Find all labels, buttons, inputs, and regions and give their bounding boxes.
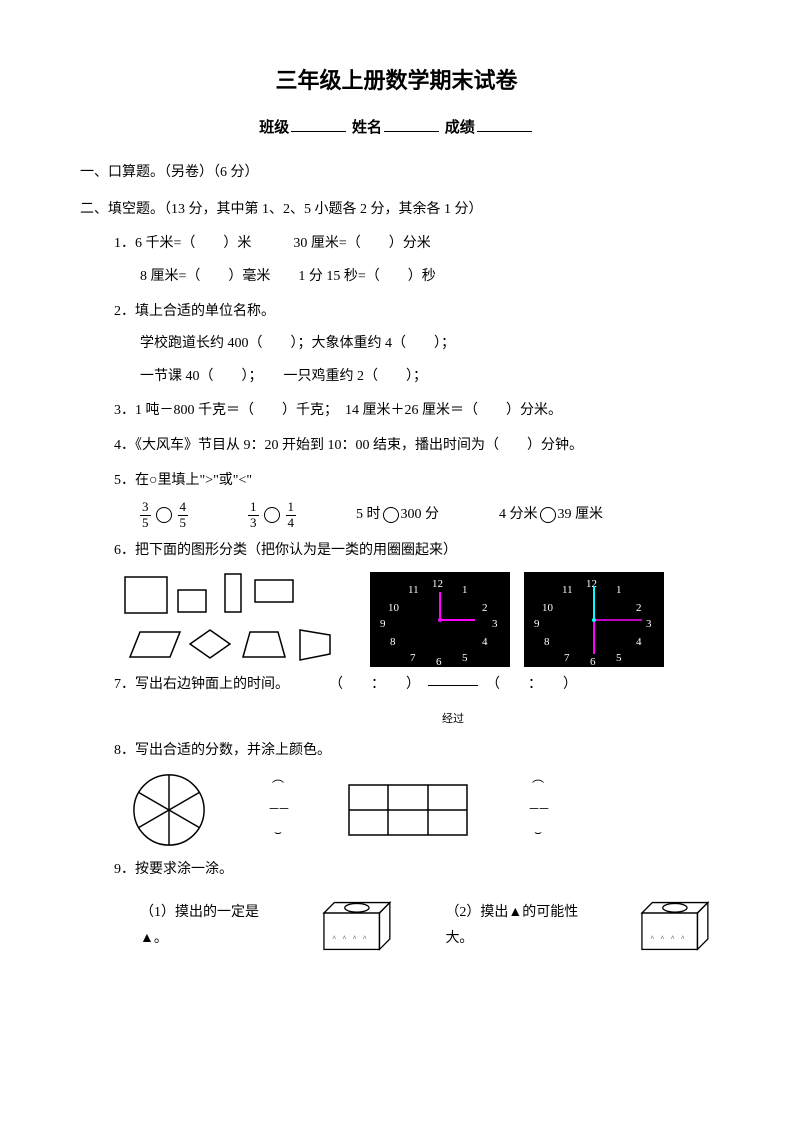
fraction-blank-1[interactable]: ⌒－－⌣ bbox=[268, 775, 288, 843]
question-8: 8．写出合适的分数，并涂上颜色。 bbox=[114, 738, 713, 765]
question-9-row: （1）摸出的一定是▲。 ^ ^ ^ ^ （2）摸出▲的可能性大。 ^ ^ ^ ^ bbox=[140, 891, 713, 961]
q5-compare-4: 4 分米 39 厘米 bbox=[499, 502, 603, 529]
question-6-shapes: 12 1 2 3 4 5 6 7 8 9 10 11 12 1 bbox=[120, 572, 713, 672]
q5-compare-3: 5 时 300 分 bbox=[356, 502, 439, 529]
question-7-times: （ ： ） （ ： ） 经过 bbox=[329, 672, 577, 729]
section-1-heading: 一、口算题。（另卷）（6 分） bbox=[80, 160, 713, 187]
frac-den: 3 bbox=[248, 516, 259, 530]
question-2-line2: 一节课 40（ ）； 一只鸡重约 2（ ）； bbox=[140, 364, 713, 391]
box-3d-1: ^ ^ ^ ^ bbox=[317, 891, 395, 961]
question-9: 9．按要求涂一涂。 bbox=[114, 857, 713, 884]
shapes-group bbox=[120, 572, 340, 672]
fraction-blank-2[interactable]: ⌒－－⌣ bbox=[528, 775, 548, 843]
question-2-line1: 学校跑道长约 400（ ）；大象体重约 4（ ）； bbox=[140, 331, 713, 358]
frac-den: 4 bbox=[286, 516, 297, 530]
q5-text: 39 厘米 bbox=[558, 507, 604, 522]
frac-den: 5 bbox=[140, 516, 151, 530]
frac-num: 1 bbox=[286, 500, 297, 515]
q5-compare-1: 35 45 bbox=[140, 500, 188, 530]
section-2-heading: 二、填空题。（13 分，其中第 1、2、5 小题各 2 分，其余各 1 分） bbox=[80, 197, 713, 224]
question-8-row: ⌒－－⌣ ⌒－－⌣ bbox=[130, 771, 713, 849]
name-blank[interactable] bbox=[384, 118, 439, 132]
question-7: 7．写出右边钟面上的时间。 （ ： ） （ ： ） 经过 bbox=[114, 672, 713, 729]
question-2: 2．填上合适的单位名称。 bbox=[114, 299, 713, 326]
compare-circle[interactable] bbox=[540, 507, 556, 523]
student-info-line: 班级 姓名 成绩 bbox=[80, 114, 713, 143]
page-title: 三年级上册数学期末试卷 bbox=[80, 60, 713, 102]
pie-circle bbox=[130, 771, 208, 849]
question-9b-label: （2）摸出▲的可能性大。 bbox=[445, 900, 585, 953]
question-9a-label: （1）摸出的一定是▲。 bbox=[140, 900, 267, 953]
clocks-group: 12 1 2 3 4 5 6 7 8 9 10 11 12 1 bbox=[370, 572, 664, 667]
clock-1: 12 1 2 3 4 5 6 7 8 9 10 11 bbox=[370, 572, 510, 667]
compare-circle[interactable] bbox=[264, 507, 280, 523]
frac-den: 5 bbox=[178, 516, 189, 530]
arrow-label: 经过 bbox=[442, 709, 464, 730]
question-4: 4．《大风车》节目从 9：20 开始到 10：00 结束，播出时间为（ ）分钟。 bbox=[114, 433, 713, 460]
box-3d-2: ^ ^ ^ ^ bbox=[635, 891, 713, 961]
time-blank-2[interactable]: （ ： ） bbox=[486, 672, 577, 699]
score-label: 成绩 bbox=[445, 120, 475, 136]
class-blank[interactable] bbox=[291, 118, 346, 132]
frac-num: 1 bbox=[248, 500, 259, 515]
arrow-line bbox=[428, 685, 478, 686]
question-1-line2: 8 厘米=（ ）毫米 1 分 15 秒=（ ）秒 bbox=[140, 264, 713, 291]
grid-rect bbox=[348, 784, 468, 836]
section-1: 一、口算题。（另卷）（6 分） bbox=[80, 160, 713, 187]
question-1: 1．6 千米=（ ）米 30 厘米=（ ）分米 bbox=[114, 231, 713, 258]
compare-circle[interactable] bbox=[156, 507, 172, 523]
name-label: 姓名 bbox=[352, 120, 382, 136]
svg-text:^ ^ ^ ^: ^ ^ ^ ^ bbox=[333, 936, 368, 943]
class-label: 班级 bbox=[259, 120, 289, 136]
time-blank-1[interactable]: （ ： ） bbox=[329, 672, 420, 699]
compare-circle[interactable] bbox=[383, 507, 399, 523]
q5-compare-2: 13 14 bbox=[248, 500, 296, 530]
clock-2: 12 1 2 3 4 5 6 7 8 9 10 11 bbox=[524, 572, 664, 667]
score-blank[interactable] bbox=[477, 118, 532, 132]
frac-num: 4 bbox=[178, 500, 189, 515]
frac-num: 3 bbox=[140, 500, 151, 515]
q5-text: 4 分米 bbox=[499, 507, 538, 522]
question-5-row: 35 45 13 14 5 时300 分 4 分米39 厘米 bbox=[140, 500, 713, 530]
q5-text: 300 分 bbox=[401, 507, 440, 522]
section-2: 二、填空题。（13 分，其中第 1、2、5 小题各 2 分，其余各 1 分） 1… bbox=[80, 197, 713, 961]
shapes-svg bbox=[120, 572, 340, 672]
q5-text: 5 时 bbox=[356, 507, 381, 522]
question-6: 6．把下面的图形分类（把你认为是一类的用圈圈起来） bbox=[114, 538, 713, 565]
question-7-label: 7．写出右边钟面上的时间。 bbox=[114, 672, 289, 699]
svg-text:^ ^ ^ ^: ^ ^ ^ ^ bbox=[651, 936, 686, 943]
question-5: 5．在○里填上">"或"<" bbox=[114, 468, 713, 495]
question-3: 3．1 吨－800 千克＝（ ）千克； 14 厘米＋26 厘米＝（ ）分米。 bbox=[114, 398, 713, 425]
